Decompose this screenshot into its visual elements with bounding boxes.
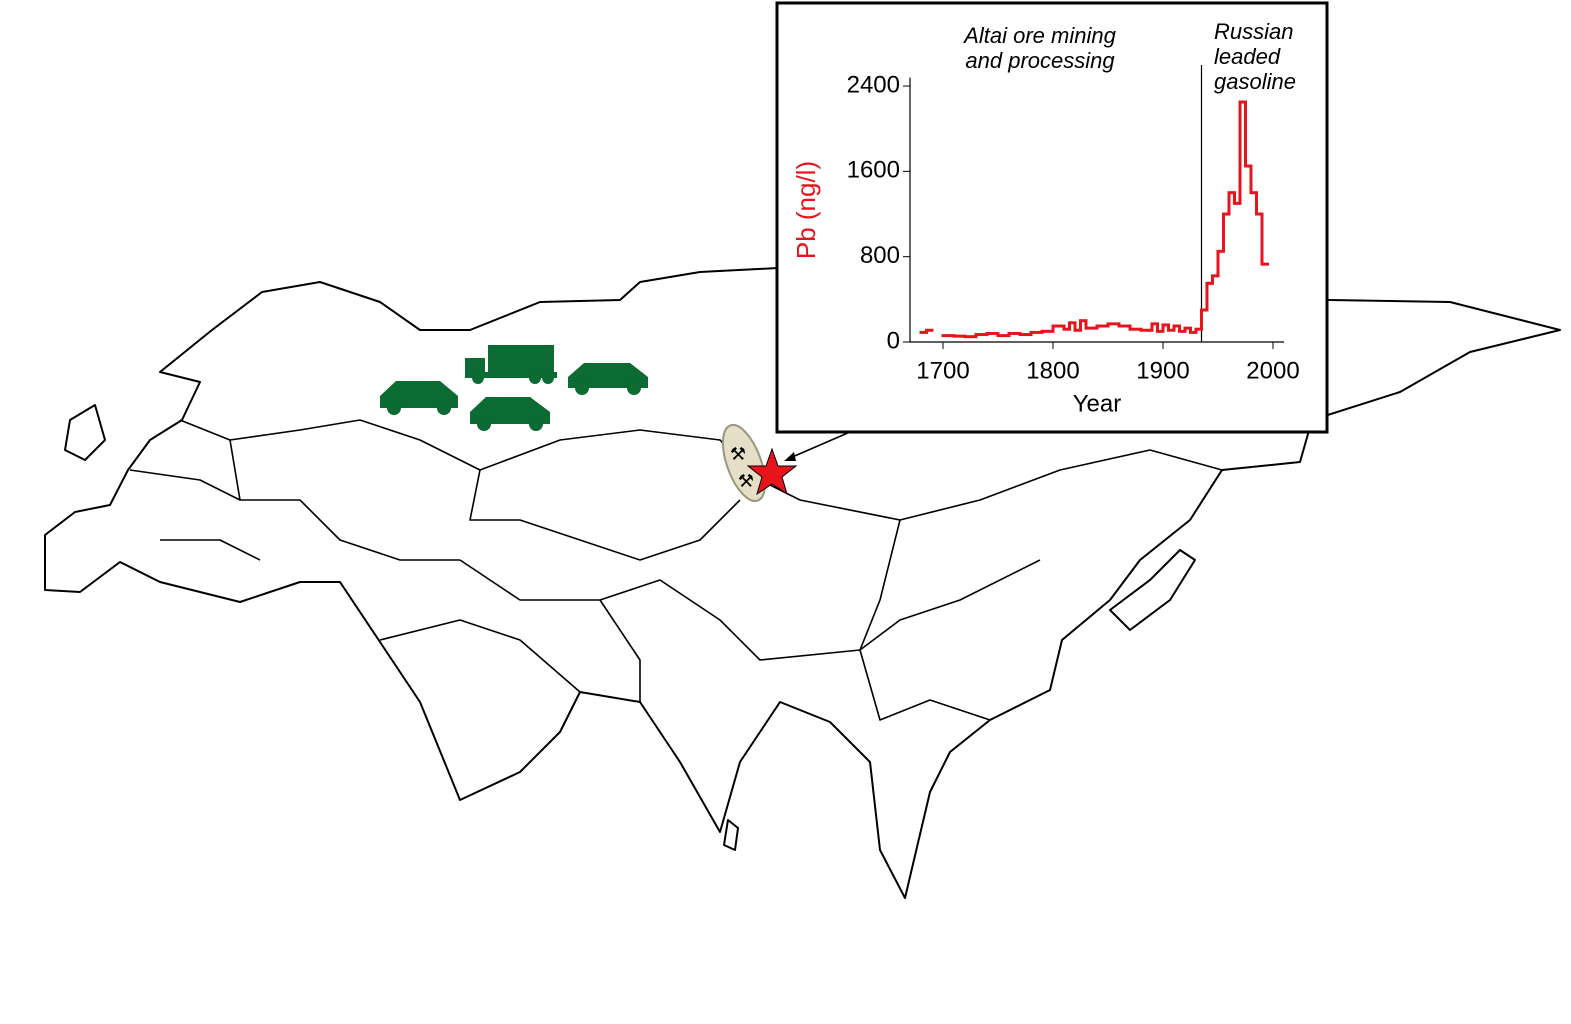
y-tick-label: 2400	[847, 71, 900, 98]
annotation: leaded	[1214, 44, 1281, 69]
altai-region	[721, 423, 767, 503]
annotation: Russian	[1214, 19, 1293, 44]
x-tick-label: 1800	[1026, 357, 1079, 384]
arrow-head	[784, 452, 796, 461]
japan	[1109, 549, 1196, 631]
y-tick-label: 800	[860, 242, 900, 269]
mine-icon: ⚒	[730, 444, 746, 464]
inset-frame	[775, 1, 1329, 434]
x-tick-label: 1900	[1136, 357, 1189, 384]
x-axis-label: Year	[1073, 390, 1122, 417]
y-axis-label: Pb (ng/l)	[791, 161, 821, 259]
x-tick-label: 1700	[916, 357, 969, 384]
car	[568, 363, 648, 395]
annotation: Altai ore mining	[962, 23, 1116, 48]
site-star	[746, 447, 798, 496]
y-tick-label: 1600	[847, 157, 900, 184]
car	[380, 381, 458, 415]
sri-lanka	[723, 819, 739, 851]
truck	[465, 345, 557, 384]
inset-chart: 0 800 1600 2400 1700 1800 1900 2000 Year Pb (ng/l…	[791, 19, 1300, 418]
britain	[64, 404, 106, 461]
x-tick-label: 2000	[1246, 357, 1299, 384]
car	[470, 397, 550, 431]
annotation: gasoline	[1214, 69, 1296, 94]
borders	[129, 419, 1223, 721]
annotation: and processing	[965, 48, 1115, 73]
mine-icon: ⚒	[738, 471, 754, 491]
vehicles	[380, 345, 648, 431]
y-tick-label: 0	[887, 327, 900, 354]
pointer-arrow	[789, 431, 851, 459]
